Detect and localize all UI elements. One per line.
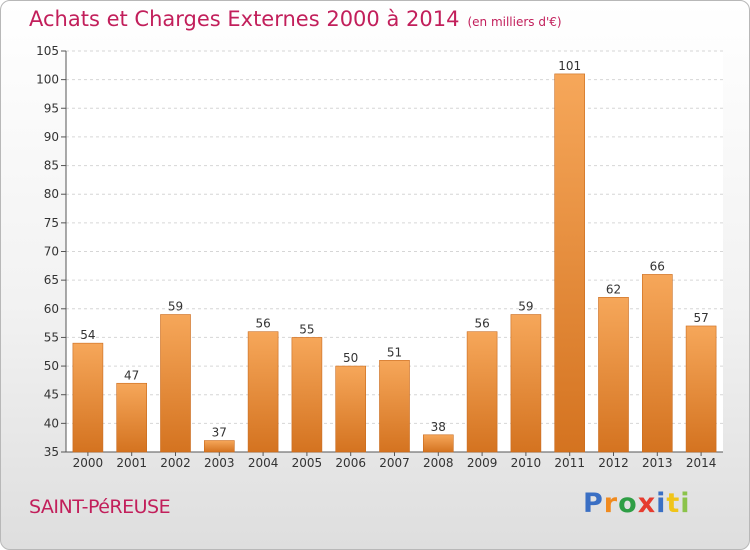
bar bbox=[510, 314, 542, 453]
data-label: 59 bbox=[168, 300, 183, 314]
data-label: 50 bbox=[343, 351, 358, 365]
x-tick-label: 2003 bbox=[204, 456, 235, 470]
y-tick-label: 55 bbox=[44, 330, 59, 344]
chart-title: Achats et Charges Externes 2000 à 2014 (e… bbox=[29, 7, 562, 31]
y-tick-label: 85 bbox=[44, 159, 59, 173]
x-tick-label: 2000 bbox=[73, 456, 104, 470]
bar bbox=[598, 297, 629, 453]
x-tick-label: 2008 bbox=[423, 456, 454, 470]
x-tick-label: 2014 bbox=[686, 456, 717, 470]
y-tick-label: 90 bbox=[44, 130, 59, 144]
bar bbox=[554, 73, 586, 453]
y-tick-label: 65 bbox=[44, 273, 59, 287]
y-tick-label: 95 bbox=[44, 101, 59, 115]
logo-letter: r bbox=[603, 488, 619, 519]
data-label: 57 bbox=[693, 311, 708, 325]
bar bbox=[160, 314, 191, 453]
bar bbox=[204, 440, 235, 453]
bar bbox=[247, 331, 279, 453]
data-label: 55 bbox=[299, 322, 314, 336]
y-tick-label: 100 bbox=[36, 73, 59, 87]
data-label: 101 bbox=[558, 59, 581, 73]
y-tick-label: 45 bbox=[44, 388, 59, 402]
bar bbox=[116, 382, 147, 453]
y-tick-label: 35 bbox=[44, 445, 59, 459]
x-tick-label: 2009 bbox=[467, 456, 498, 470]
data-label: 37 bbox=[212, 426, 227, 440]
bar bbox=[72, 342, 104, 453]
bar bbox=[379, 360, 410, 453]
data-label: 56 bbox=[474, 317, 489, 331]
logo-letter: o bbox=[618, 488, 638, 519]
x-tick-label: 2007 bbox=[379, 456, 410, 470]
logo-letter: P bbox=[583, 488, 604, 519]
y-tick-label: 50 bbox=[44, 359, 59, 373]
y-tick-label: 80 bbox=[44, 187, 59, 201]
bar bbox=[422, 434, 454, 453]
data-label: 56 bbox=[255, 317, 270, 331]
proxiti-logo[interactable]: Proxiti bbox=[583, 488, 691, 519]
commune-name: SAINT-PéREUSE bbox=[29, 496, 171, 518]
data-label: 66 bbox=[650, 259, 665, 273]
x-tick-label: 2011 bbox=[554, 456, 585, 470]
x-tick-label: 2005 bbox=[292, 456, 323, 470]
data-label: 59 bbox=[518, 300, 533, 314]
logo-letter: t bbox=[666, 488, 681, 519]
logo-letter: x bbox=[637, 488, 657, 519]
bar bbox=[641, 274, 673, 453]
bar bbox=[685, 325, 717, 453]
x-tick-label: 2004 bbox=[248, 456, 279, 470]
data-label: 47 bbox=[124, 368, 139, 382]
logo-letter: i bbox=[680, 488, 691, 519]
x-tick-label: 2002 bbox=[160, 456, 191, 470]
y-tick-label: 75 bbox=[44, 216, 59, 230]
chart-title-text: Achats et Charges Externes 2000 à 2014 bbox=[29, 7, 460, 31]
data-label: 62 bbox=[606, 282, 621, 296]
data-label: 51 bbox=[387, 345, 402, 359]
y-tick-label: 40 bbox=[44, 416, 59, 430]
bar bbox=[335, 365, 367, 453]
x-tick-label: 2001 bbox=[116, 456, 147, 470]
y-tick-label: 60 bbox=[44, 302, 59, 316]
data-label: 38 bbox=[431, 420, 446, 434]
x-tick-label: 2010 bbox=[511, 456, 542, 470]
x-tick-label: 2013 bbox=[642, 456, 673, 470]
chart-unit: (en milliers d'€) bbox=[467, 15, 562, 29]
x-tick-label: 2006 bbox=[335, 456, 366, 470]
bar bbox=[291, 337, 323, 453]
y-tick-label: 70 bbox=[44, 245, 59, 259]
y-tick-label: 105 bbox=[36, 44, 59, 58]
data-label: 54 bbox=[80, 328, 95, 342]
x-tick-label: 2012 bbox=[598, 456, 629, 470]
bar bbox=[466, 331, 498, 453]
logo-letter: i bbox=[656, 488, 667, 519]
